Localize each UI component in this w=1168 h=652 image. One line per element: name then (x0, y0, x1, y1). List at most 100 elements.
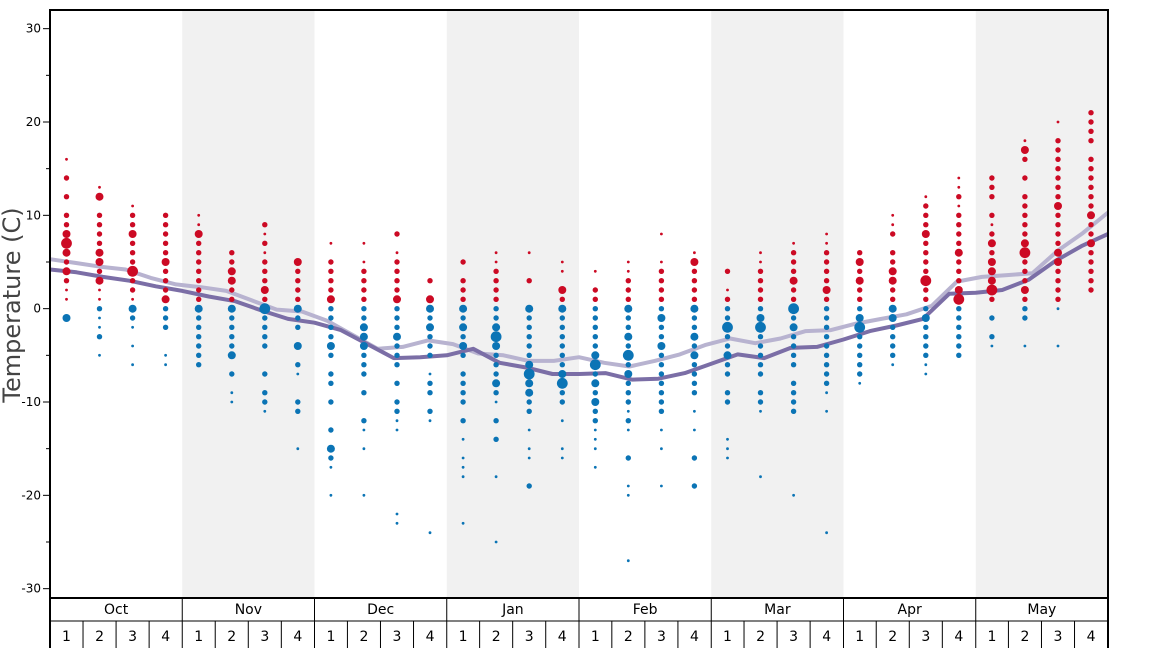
warm-dot (229, 259, 235, 265)
cold-dot (98, 316, 101, 320)
cold-dot (359, 323, 368, 332)
warm-dot (161, 258, 170, 266)
week-label: 3 (1054, 629, 1063, 645)
cold-dot (395, 512, 399, 516)
cold-dot (592, 390, 598, 396)
cold-dot (593, 437, 597, 441)
y-tick-label: -20 (21, 488, 41, 502)
warm-dot (262, 240, 268, 246)
cold-dot (492, 323, 501, 332)
warm-dot (790, 296, 797, 302)
cold-dot (527, 447, 531, 451)
warm-dot (1055, 194, 1061, 200)
warm-dot (559, 296, 565, 302)
cold-dot (296, 372, 300, 376)
warm-dot (825, 232, 828, 236)
cold-dot (790, 343, 797, 349)
warm-dot (757, 278, 764, 284)
warm-dot (129, 259, 136, 265)
warm-dot (263, 251, 267, 255)
cold-dot (559, 315, 565, 321)
week-label: 3 (128, 629, 137, 645)
cold-dot (296, 447, 300, 451)
cold-dot (625, 390, 631, 396)
cold-dot (329, 465, 333, 469)
cold-dot (263, 409, 267, 413)
warm-dot (361, 296, 367, 302)
cold-dot (559, 324, 565, 330)
cold-dot (658, 380, 665, 386)
warm-dot (954, 286, 963, 294)
y-axis-label: Temperature (C) (0, 207, 26, 403)
week-label: 4 (558, 629, 567, 645)
warm-dot (956, 222, 962, 228)
week-label: 1 (326, 629, 335, 645)
warm-dot (1055, 222, 1061, 228)
cold-dot (194, 304, 203, 313)
week-label: 1 (591, 629, 600, 645)
warm-dot (129, 287, 136, 293)
cold-dot (956, 306, 962, 312)
week-label: 1 (723, 629, 732, 645)
cold-dot (790, 334, 797, 340)
warm-dot (62, 248, 71, 257)
warm-dot (62, 267, 71, 276)
y-tick-label: -10 (21, 395, 41, 409)
warm-dot (626, 269, 630, 273)
cold-dot (890, 343, 896, 349)
cold-dot (923, 306, 929, 312)
cold-dot (96, 306, 103, 312)
warm-dot (757, 287, 764, 293)
cold-dot (823, 343, 830, 349)
warm-dot (493, 296, 499, 302)
week-label: 3 (525, 629, 534, 645)
cold-dot (759, 475, 762, 479)
cold-dot (559, 390, 565, 396)
warm-dot (63, 212, 70, 218)
cold-dot (757, 399, 764, 405)
warm-dot (989, 212, 995, 218)
cold-dot (724, 362, 731, 368)
cold-dot (262, 334, 268, 340)
warm-dot (361, 268, 367, 274)
cold-dot (624, 304, 633, 313)
cold-dot (361, 315, 367, 321)
cold-dot (96, 334, 103, 340)
warm-dot (1088, 222, 1094, 228)
warm-dot (1055, 212, 1061, 218)
warm-dot (162, 240, 169, 246)
warm-dot (1022, 203, 1028, 209)
cold-dot (428, 419, 432, 423)
warm-dot (527, 251, 531, 255)
warm-dot (989, 250, 995, 256)
warm-dot (1088, 110, 1094, 116)
warm-dot (1022, 194, 1028, 200)
week-label: 2 (359, 629, 368, 645)
cold-dot (626, 484, 630, 488)
cold-dot (823, 352, 830, 358)
warm-dot (98, 297, 101, 301)
warm-dot (660, 260, 663, 264)
warm-dot (361, 287, 367, 293)
warm-dot (260, 286, 269, 294)
cold-dot (394, 380, 400, 386)
warm-dot (890, 259, 896, 265)
warm-dot (362, 260, 366, 264)
month-band-may (975, 10, 1108, 598)
warm-dot (921, 230, 930, 238)
cold-dot (427, 380, 433, 386)
cold-dot (726, 447, 729, 451)
warm-dot (757, 268, 764, 274)
cold-dot (328, 455, 334, 461)
cold-dot (691, 390, 698, 396)
warm-dot (890, 250, 896, 256)
cold-dot (693, 428, 696, 432)
cold-dot (559, 362, 565, 368)
cold-dot (361, 371, 367, 377)
cold-dot (591, 351, 600, 360)
warm-dot (923, 287, 929, 293)
cold-dot (394, 352, 400, 358)
warm-dot (262, 268, 268, 274)
warm-dot (1088, 259, 1094, 265)
warm-dot (823, 250, 830, 256)
